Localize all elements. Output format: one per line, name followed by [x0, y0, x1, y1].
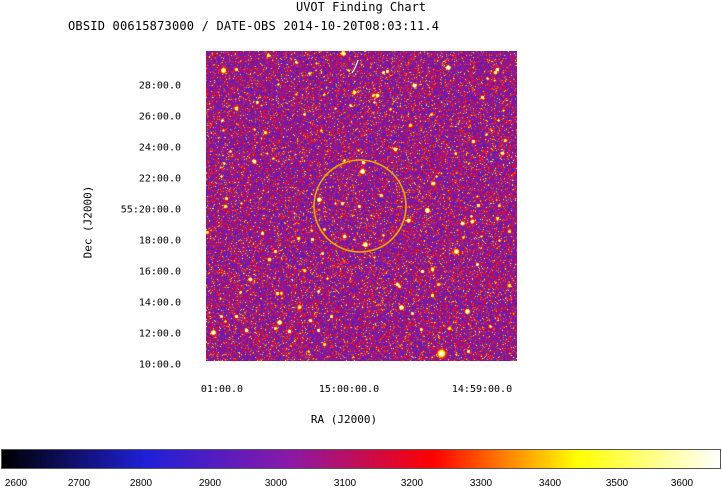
dec-tick-label: 16:00.0	[138, 266, 181, 278]
image-overlay	[313, 59, 407, 253]
colorbar-tick-label: 3300	[469, 478, 493, 489]
colorbar-tick-label: 3600	[670, 478, 694, 489]
chart-title: UVOT Finding Chart	[295, 0, 427, 14]
ra-tick-label: 15:00:00.0	[318, 384, 380, 395]
colorbar-tick-label: 3500	[605, 478, 629, 489]
ra-axis-label: RA (J2000)	[310, 413, 378, 426]
colorbar-tick-label: 2700	[67, 478, 91, 489]
dec-tick-label: 24:00.0	[138, 142, 181, 154]
colorbar-tick-label: 2800	[129, 478, 153, 489]
dec-tick-label: 22:00.0	[138, 173, 181, 185]
dec-tick-label: 18:00.0	[138, 235, 181, 247]
ra-tick-label: 01:00.0	[200, 384, 244, 395]
colorbar-tick-label: 2600	[4, 478, 28, 489]
colorbar-tick-label: 3100	[333, 478, 357, 489]
observation-subtitle: OBSID 00615873000 / DATE-OBS 2014-10-20T…	[68, 19, 440, 33]
white-arc-mark	[351, 59, 359, 74]
colorbar-tick-label: 3400	[538, 478, 562, 489]
sky-image[interactable]	[206, 51, 517, 361]
dec-tick-label: 26:00.0	[138, 111, 181, 123]
dec-tick-label: 12:00.0	[138, 328, 181, 340]
dec-axis-label: Dec (J2000)	[81, 185, 95, 259]
colorbar	[1, 449, 721, 469]
source-region-circle	[313, 159, 407, 253]
dec-tick-label: 10:00.0	[138, 359, 181, 371]
ra-tick-label: 14:59:00.0	[451, 384, 513, 395]
colorbar-tick-label: 3200	[400, 478, 424, 489]
dec-tick-label: 14:00.0	[138, 297, 181, 309]
dec-tick-label: 28:00.0	[138, 80, 181, 92]
colorbar-tick-label: 3000	[264, 478, 288, 489]
dec-tick-label: 55:20:00.0	[120, 204, 181, 216]
colorbar-tick-label: 2900	[198, 478, 222, 489]
